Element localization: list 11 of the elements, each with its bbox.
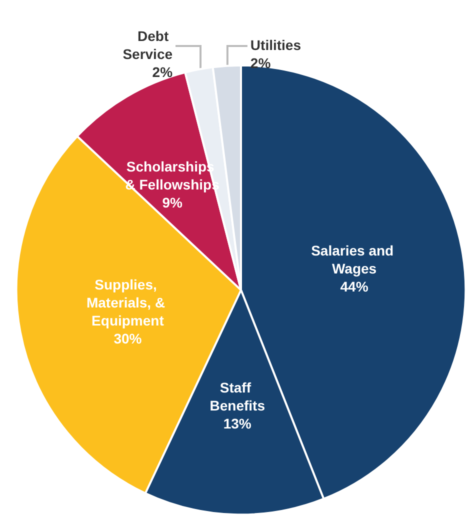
data-label: 2% bbox=[152, 64, 174, 80]
slice-label: Salaries and Wages bbox=[311, 242, 398, 276]
data-label: 2% bbox=[250, 55, 272, 71]
data-label: 9% bbox=[162, 194, 183, 211]
data-label: 44% bbox=[340, 278, 369, 294]
slice-label: Utilities bbox=[250, 37, 302, 53]
data-label: 30% bbox=[114, 330, 142, 347]
slice-label: Staff Benefits bbox=[210, 379, 266, 414]
slice-label: Debt Service bbox=[122, 28, 173, 62]
slice-label: Supplies, Materials, & Equipment bbox=[86, 276, 169, 329]
data-label: 13% bbox=[223, 415, 252, 432]
